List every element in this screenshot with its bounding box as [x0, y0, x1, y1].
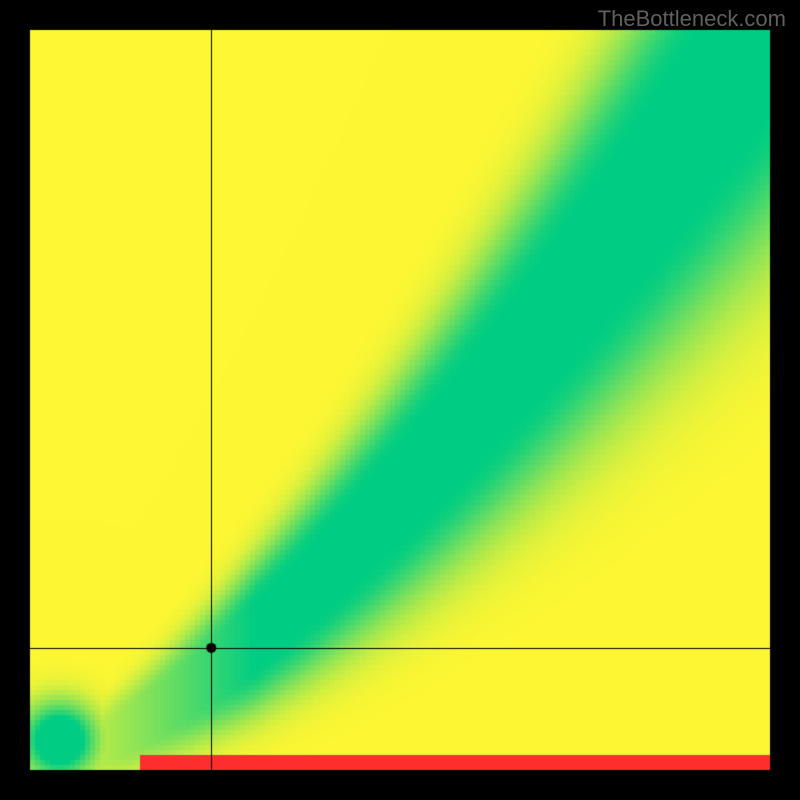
bottleneck-heatmap: [0, 0, 800, 800]
chart-container: TheBottleneck.com: [0, 0, 800, 800]
